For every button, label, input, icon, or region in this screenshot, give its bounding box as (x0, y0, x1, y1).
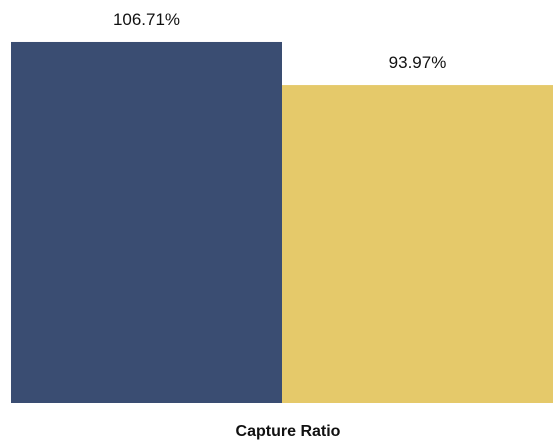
value-labels-layer: 106.71% 93.97% (113, 10, 446, 72)
bar-value-label-1: 106.71% (113, 10, 180, 29)
bars-layer (11, 41, 553, 403)
bar-2 (282, 85, 553, 403)
bar-1 (11, 41, 282, 403)
bar-value-label-2: 93.97% (389, 53, 447, 72)
x-axis-label: Capture Ratio (236, 423, 341, 440)
